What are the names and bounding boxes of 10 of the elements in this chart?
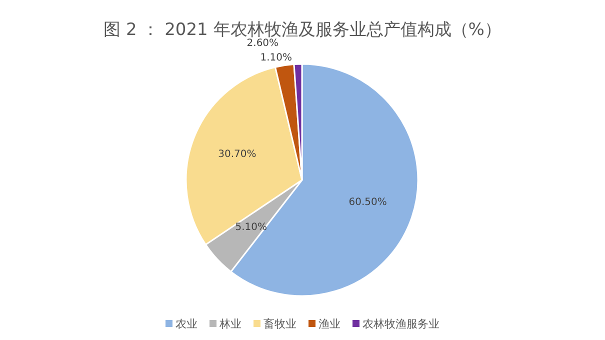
data-label: 2.60% bbox=[246, 38, 279, 49]
legend-label: 农林牧渔服务业 bbox=[362, 318, 440, 330]
legend-label: 农业 bbox=[176, 318, 198, 330]
legend-label: 林业 bbox=[218, 318, 242, 330]
data-label: 60.50% bbox=[348, 197, 387, 208]
data-label: 1.10% bbox=[260, 52, 292, 64]
chart-title: 图 2 ： 2021 年农林牧渔及服务业总产值构成（%） bbox=[104, 20, 502, 40]
data-label: 30.70% bbox=[218, 149, 256, 160]
legend-label: 畜牧业 bbox=[264, 318, 296, 330]
legend-label: 渔业 bbox=[318, 318, 340, 330]
